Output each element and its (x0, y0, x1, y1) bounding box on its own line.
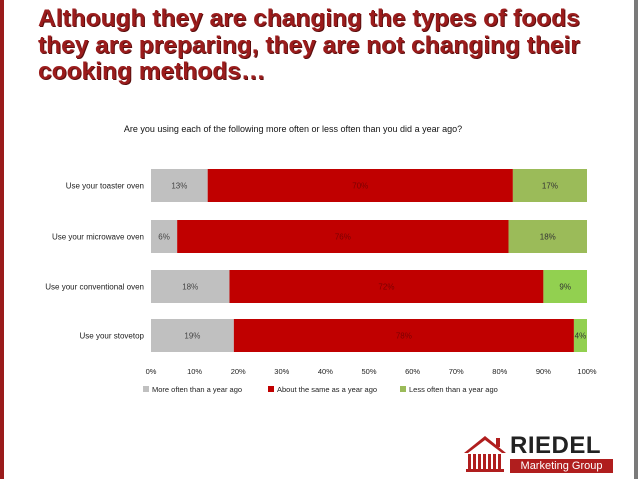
data-label: 72% (378, 283, 394, 292)
category-label: Use your microwave oven (52, 233, 144, 242)
logo-tagline: Marketing Group (510, 459, 613, 473)
legend-swatch (400, 386, 406, 392)
bar-segment (573, 319, 587, 352)
bars-layer: 13% 70% 17% 6% 76% 18% 18% 72% 9% 19% 78% 4% (151, 169, 587, 352)
category-labels: Use your toaster oven Use your microwave … (45, 182, 144, 341)
slide-headline: Although they are changing the types of … (38, 5, 580, 85)
x-axis: 0% 10% 20% 30% 40% 50% 60% 70% 80% 90% 100% (146, 367, 597, 376)
data-label: 18% (182, 283, 198, 292)
x-tick-label: 30% (274, 367, 289, 376)
bar-segment (508, 220, 587, 253)
x-tick-label: 0% (146, 367, 157, 376)
logo-name: RIEDEL (510, 432, 602, 459)
chart-title: Are you using each of the following more… (124, 124, 462, 134)
legend-label: About the same as a year ago (277, 385, 377, 394)
legend-label: More often than a year ago (152, 385, 242, 394)
slide-left-border (0, 0, 4, 479)
bar-segment (233, 319, 574, 352)
bar-segment (543, 270, 587, 303)
x-tick-label: 50% (361, 367, 376, 376)
bar-segment (151, 220, 178, 253)
house-icon (464, 436, 506, 472)
riedel-logo: RIEDEL Marketing Group (462, 432, 613, 473)
data-label: 17% (542, 182, 558, 191)
bar-segment (177, 220, 509, 253)
category-label: Use your toaster oven (66, 182, 144, 191)
category-label: Use your conventional oven (45, 283, 144, 292)
data-label: 19% (184, 332, 200, 341)
data-label: 18% (540, 233, 556, 242)
bar-segment (151, 270, 230, 303)
bar-segment (151, 169, 208, 202)
legend-swatch (268, 386, 274, 392)
data-label: 6% (158, 233, 170, 242)
data-label: 13% (171, 182, 187, 191)
data-label: 78% (396, 332, 412, 341)
data-label: 9% (559, 283, 571, 292)
data-label: 76% (335, 233, 351, 242)
slide-right-border (634, 0, 638, 479)
category-label: Use your stovetop (80, 332, 145, 341)
x-tick-label: 20% (231, 367, 246, 376)
legend-label: Less often than a year ago (409, 385, 498, 394)
bar-segment (151, 319, 234, 352)
x-tick-label: 90% (536, 367, 551, 376)
x-tick-label: 70% (449, 367, 464, 376)
bar-segment (229, 270, 544, 303)
data-label: 70% (352, 182, 368, 191)
bar-segment (207, 169, 513, 202)
legend-swatch (143, 386, 149, 392)
x-tick-label: 60% (405, 367, 420, 376)
x-tick-label: 80% (492, 367, 507, 376)
legend: More often than a year ago About the same… (143, 385, 498, 394)
x-tick-label: 40% (318, 367, 333, 376)
x-tick-label: 100% (577, 367, 597, 376)
bar-segment (512, 169, 587, 202)
x-tick-label: 10% (187, 367, 202, 376)
data-label: 4% (575, 332, 587, 341)
stacked-bar-chart: Are you using each of the following more… (45, 124, 597, 394)
